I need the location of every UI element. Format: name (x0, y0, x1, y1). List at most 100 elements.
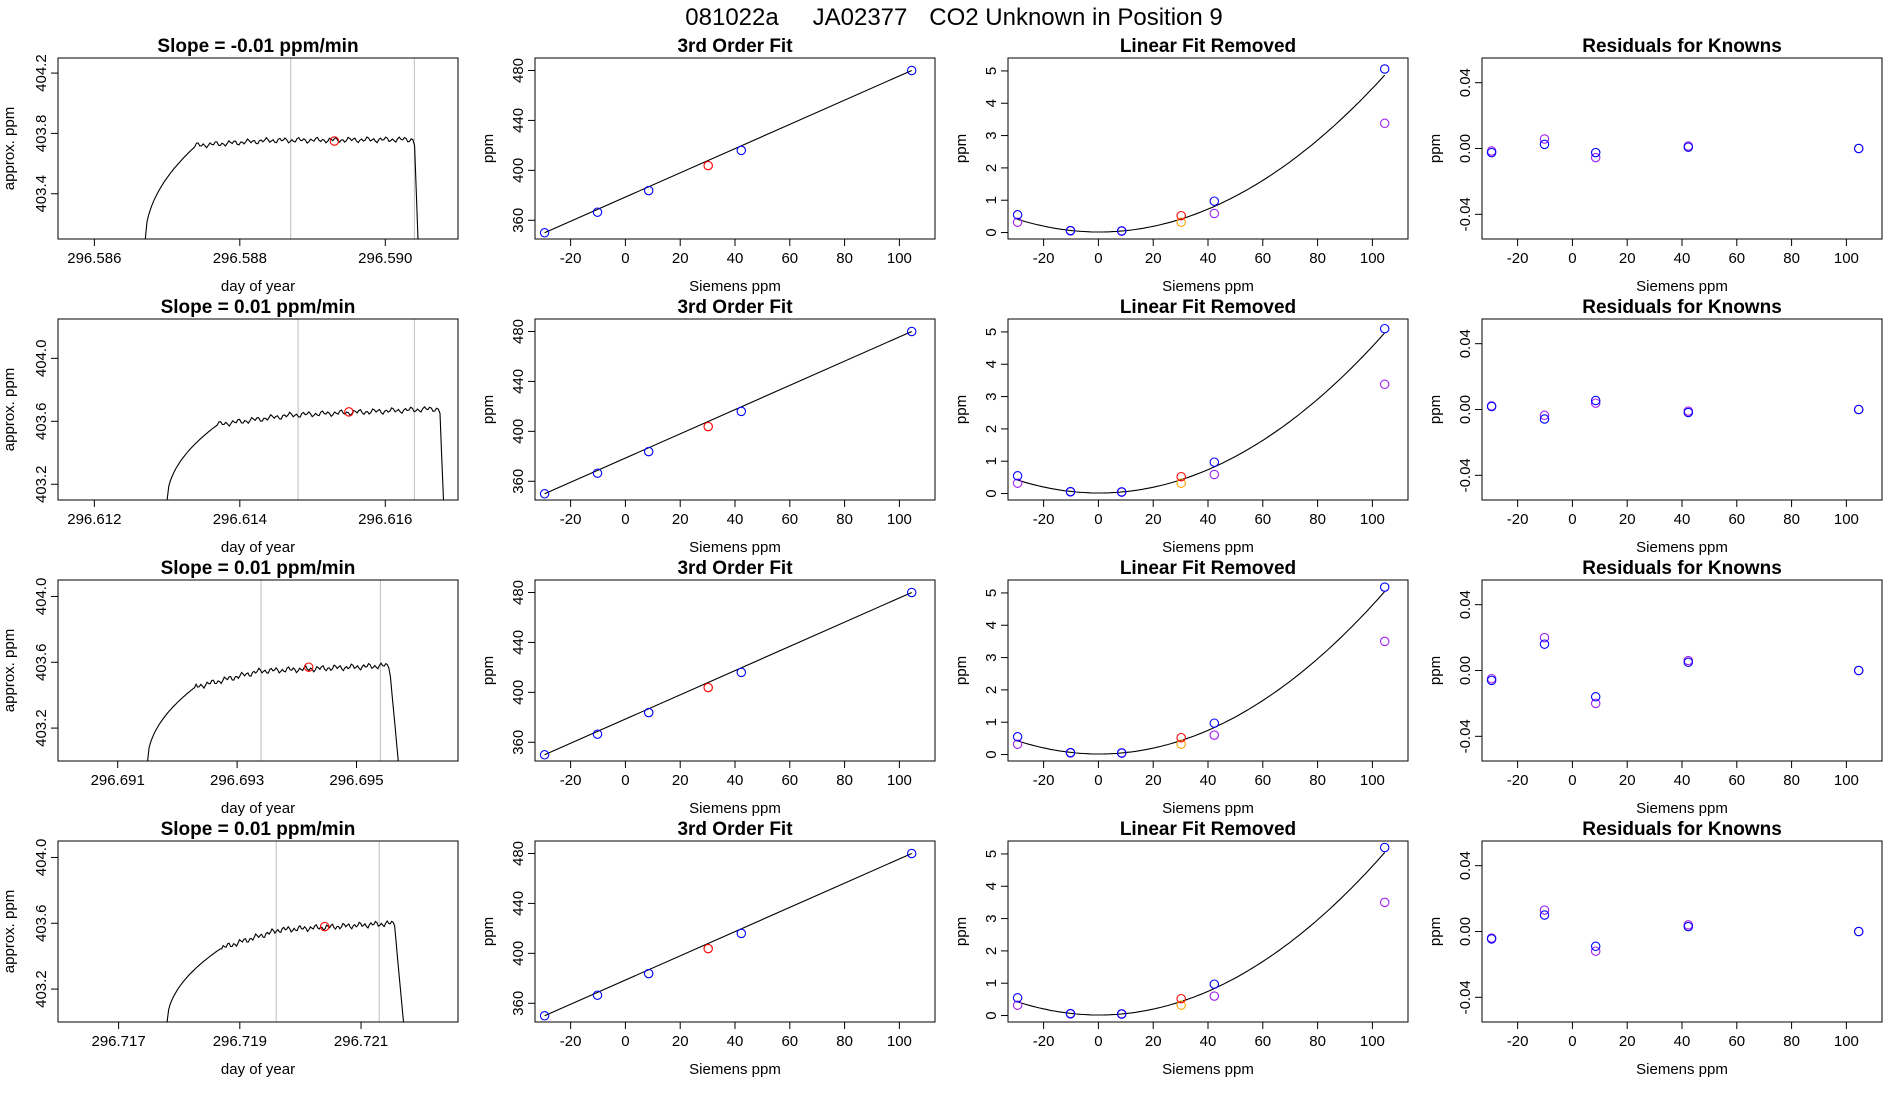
unknown-removed-point (1176, 739, 1186, 749)
x-tick-label: 0 (1568, 250, 1576, 267)
y-tick-label: 403.2 (33, 709, 50, 747)
linear-removed-point (1379, 897, 1390, 908)
linear-removed-point (1590, 398, 1601, 408)
plot-area (147, 580, 399, 761)
y-tick-label: 480 (510, 580, 527, 605)
x-tick-label: 60 (781, 250, 798, 267)
known-standard-point (736, 928, 747, 939)
x-tick-label: 0 (1094, 1033, 1102, 1050)
known-standard-point (643, 185, 654, 196)
unknown-sample-point (1176, 210, 1186, 221)
known-standard-point (539, 489, 550, 499)
x-tick-label: 296.691 (91, 772, 145, 789)
panel-1-4: Residuals for Knowns Siemens ppm ppm -20 0 20… (1427, 36, 1883, 295)
panel-title: Slope = 0.01 ppm/min (161, 558, 356, 579)
y-tick-label: 360 (510, 991, 527, 1016)
x-tick-label: 60 (1728, 250, 1745, 267)
y-tick-label: 3 (983, 392, 1000, 400)
y-tick-label: 0.04 (1457, 590, 1474, 619)
x-axis-label: Siemens ppm (1636, 278, 1728, 295)
figure-title-description: CO2 Unknown in Position 9 (929, 4, 1222, 31)
unknown-sample-point (329, 136, 340, 146)
x-tick-label: 0 (621, 1033, 629, 1050)
known-standard-point (1683, 407, 1694, 418)
fit-line (544, 591, 912, 756)
linear-removed-point (1209, 991, 1220, 1001)
y-tick-label: 2 (983, 947, 1000, 955)
x-tick-label: 0 (621, 250, 629, 267)
y-tick-label: 0.00 (1457, 134, 1474, 163)
x-axis-label: Siemens ppm (689, 539, 781, 556)
y-tick-label: 3 (983, 914, 1000, 922)
x-tick-label: 40 (727, 772, 744, 789)
y-axis-label: ppm (953, 134, 970, 163)
fit-line (544, 69, 912, 234)
y-tick-label: 0.00 (1457, 395, 1474, 424)
plot-frame (534, 840, 936, 1023)
y-tick-label: 0 (983, 1011, 1000, 1019)
panel-title: Slope = 0.01 ppm/min (161, 297, 356, 318)
x-tick-label: 60 (781, 1033, 798, 1050)
panel-title: Slope = 0.01 ppm/min (161, 819, 356, 840)
x-tick-label: 100 (1360, 1033, 1385, 1050)
x-tick-label: -20 (1507, 1033, 1529, 1050)
known-standard-point (1012, 732, 1023, 742)
x-tick-label: 80 (1783, 1033, 1800, 1050)
x-tick-label: 296.586 (67, 250, 121, 267)
x-tick-label: -20 (1033, 772, 1055, 789)
y-tick-label: 403.6 (33, 643, 50, 681)
fit-line (544, 852, 912, 1017)
known-standard-point (1853, 143, 1864, 154)
x-axis-label: Siemens ppm (1162, 1061, 1254, 1078)
plot-area (166, 319, 445, 500)
x-tick-label: 60 (781, 772, 798, 789)
unknown-sample-point (1176, 471, 1186, 482)
x-tick-label: 80 (1309, 250, 1326, 267)
x-tick-label: 296.695 (329, 772, 383, 789)
x-axis-label: day of year (221, 800, 295, 817)
plot-area (144, 58, 419, 239)
plot-frame (534, 318, 936, 501)
y-tick-label: 4 (983, 621, 1000, 629)
x-tick-label: 20 (1145, 511, 1162, 528)
known-standard-point (736, 406, 747, 417)
panel-title: Residuals for Knowns (1582, 297, 1782, 318)
known-standard-point (1116, 748, 1127, 758)
y-tick-label: 480 (510, 58, 527, 83)
panel-2-2: 3rd Order Fit Siemens ppm ppm -20 0 20 40 60 80 1… (480, 297, 936, 556)
x-tick-label: 20 (1619, 250, 1636, 267)
x-tick-label: 80 (1309, 511, 1326, 528)
y-tick-label: 2 (983, 164, 1000, 172)
fit-curve (1017, 591, 1386, 755)
x-tick-label: -20 (1507, 511, 1529, 528)
known-standard-point (1379, 842, 1390, 853)
y-tick-label: 400 (510, 158, 527, 183)
x-tick-label: 100 (887, 511, 912, 528)
x-tick-label: 0 (1568, 772, 1576, 789)
panel-2-1: Slope = 0.01 ppm/min day of year approx. p… (1, 297, 459, 556)
panel-title: Residuals for Knowns (1582, 558, 1782, 579)
x-tick-label: 60 (1728, 772, 1745, 789)
plot-frame (57, 57, 459, 240)
panel-1-1: Slope = -0.01 ppm/min day of year approx. … (1, 36, 459, 295)
y-tick-label: 0 (983, 750, 1000, 758)
unknown-sample-point (703, 160, 713, 171)
x-tick-label: 80 (1783, 250, 1800, 267)
unknown-sample-point (303, 662, 314, 672)
unknown-sample-point (703, 421, 713, 432)
x-tick-label: 20 (672, 250, 689, 267)
known-standard-point (1539, 639, 1550, 649)
plot-area (539, 65, 917, 238)
plot-area (539, 326, 917, 499)
x-tick-label: 40 (727, 250, 744, 267)
y-tick-label: -0.04 (1457, 980, 1474, 1014)
y-tick-label: 1 (983, 718, 1000, 726)
panel-1-2: 3rd Order Fit Siemens ppm ppm -20 0 20 40 60 80 1… (480, 36, 936, 295)
x-tick-label: -20 (1033, 250, 1055, 267)
known-standard-point (1486, 147, 1497, 158)
known-standard-point (1209, 718, 1220, 728)
x-tick-label: 60 (781, 511, 798, 528)
panel-3-2: 3rd Order Fit Siemens ppm ppm -20 0 20 40 60 80 1… (480, 558, 936, 817)
